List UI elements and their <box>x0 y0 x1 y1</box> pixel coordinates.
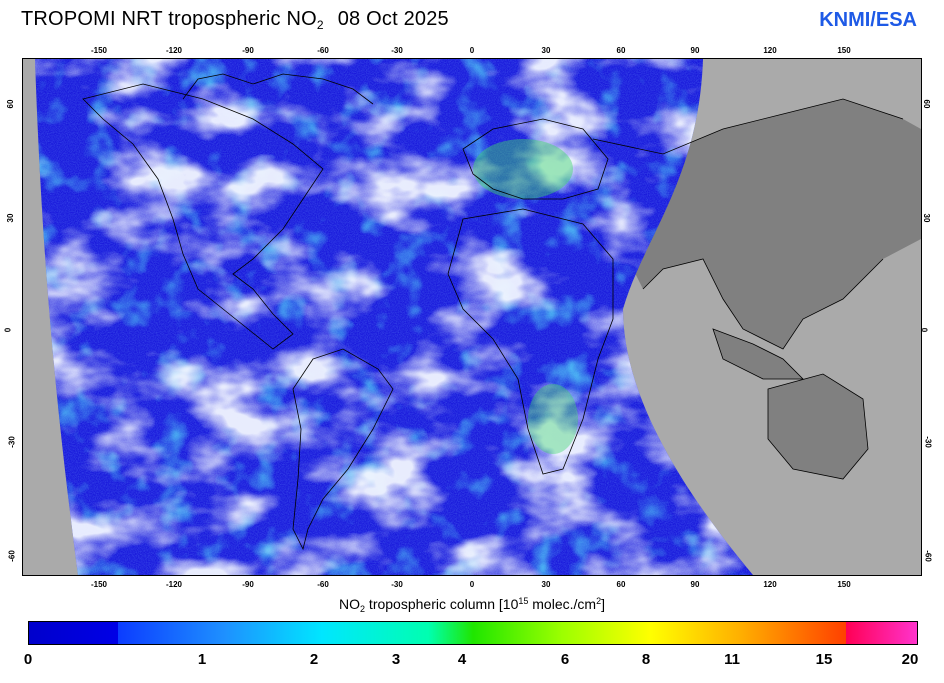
colorbar-tick-4: 4 <box>457 651 467 668</box>
lon-tick-60: 60 <box>616 46 626 55</box>
lat-tick--30: -30 <box>7 436 17 448</box>
colorbar-tick-3: 3 <box>391 651 401 668</box>
lat-tick-60: 60 <box>921 99 931 109</box>
lon-tick--150: -150 <box>90 46 108 55</box>
colorbar-tick-11: 11 <box>724 651 740 668</box>
lat-tick--60: -60 <box>7 550 17 562</box>
lon-tick-90: 90 <box>690 46 700 55</box>
lon-tick-120: 120 <box>763 580 777 589</box>
lon-tick--90: -90 <box>242 580 254 589</box>
colorbar-tick-6: 6 <box>560 651 570 668</box>
map-title: TROPOMI NRT tropospheric NO2 08 Oct 2025 <box>21 8 449 32</box>
lon-tick-150: 150 <box>837 580 851 589</box>
lon-tick--120: -120 <box>165 580 183 589</box>
colorbar-tick-1: 1 <box>197 651 207 668</box>
lat-tick-30: 30 <box>5 213 15 223</box>
lon-tick--120: -120 <box>165 46 183 55</box>
colorbar-label: NO2 tropospheric column [1015 molec./cm2… <box>339 596 605 614</box>
coastlines <box>82 73 904 551</box>
satellite-swath <box>35 59 753 575</box>
colorbar-tick-2: 2 <box>309 651 319 668</box>
colorbar-tick-0: 0 <box>23 651 33 668</box>
lat-tick--30: -30 <box>923 436 933 448</box>
colorbar-tick-20: 20 <box>901 651 919 668</box>
lon-tick--90: -90 <box>242 46 254 55</box>
map-date: 08 Oct 2025 <box>337 8 449 30</box>
lon-tick-120: 120 <box>763 46 777 55</box>
lat-tick--60: -60 <box>923 550 933 562</box>
lon-tick--60: -60 <box>317 46 329 55</box>
lon-tick-90: 90 <box>690 580 700 589</box>
lat-tick-30: 30 <box>921 213 931 223</box>
lon-tick--60: -60 <box>317 580 329 589</box>
lat-tick-60: 60 <box>5 99 15 109</box>
lon-tick--150: -150 <box>90 580 108 589</box>
colorbar <box>28 621 918 645</box>
lon-tick-30: 30 <box>541 580 551 589</box>
no2-map[interactable] <box>22 58 922 576</box>
lon-tick-0: 0 <box>469 46 475 55</box>
brand-logo-text: KNMI/ESA <box>819 9 917 31</box>
lon-tick--30: -30 <box>391 46 403 55</box>
lon-tick-0: 0 <box>469 580 475 589</box>
lon-tick-30: 30 <box>541 46 551 55</box>
lat-tick-0: 0 <box>3 327 13 333</box>
colorbar-tick-8: 8 <box>641 651 651 668</box>
lon-tick-150: 150 <box>837 46 851 55</box>
map-canvas <box>23 59 921 575</box>
colorbar-tick-15: 15 <box>815 651 833 668</box>
lon-tick--30: -30 <box>391 580 403 589</box>
lon-tick-60: 60 <box>616 580 626 589</box>
